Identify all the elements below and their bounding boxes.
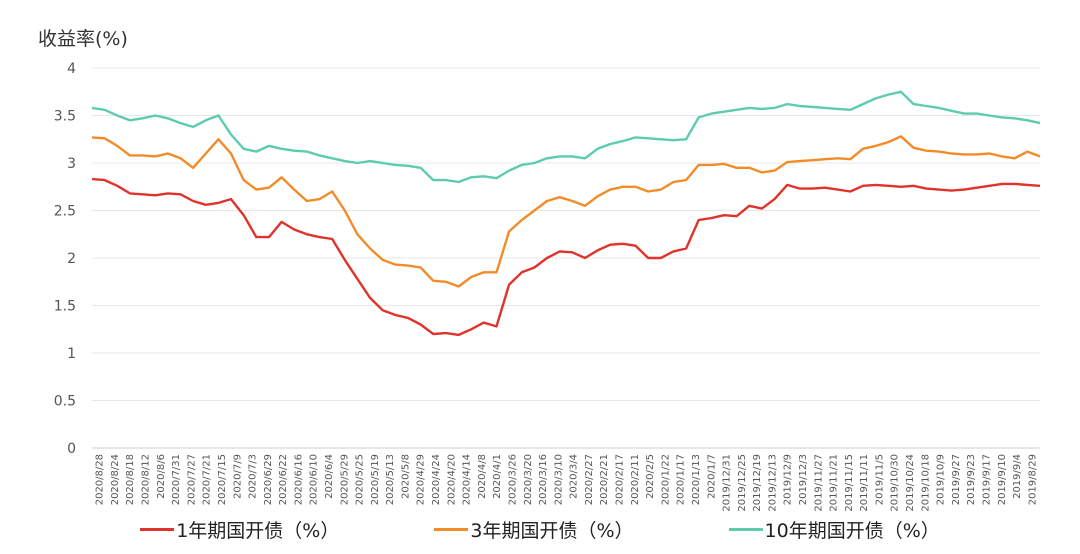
x-tick-label: 2020/1/17	[676, 454, 687, 505]
x-tick-label: 2019/9/23	[966, 454, 977, 505]
x-tick-label: 2020/1/13	[691, 454, 702, 505]
y-axis-title: 收益率(%)	[38, 28, 128, 50]
legend: 1年期国开债（%） 3年期国开债（%） 10年期国开债（%）	[0, 516, 1080, 543]
y-tick-label: 4	[67, 61, 76, 77]
series-line-2	[91, 90, 1041, 184]
x-tick-label: 2019/11/27	[813, 454, 824, 512]
legend-swatch-1y	[140, 528, 175, 531]
x-tick-label: 2019/11/11	[859, 454, 870, 512]
x-tick-label: 2020/3/26	[507, 454, 518, 505]
y-tick-label: 2.5	[54, 204, 76, 220]
y-tick-label: 1	[67, 346, 76, 362]
legend-label-3y: 3年期国开债（%）	[470, 520, 634, 542]
x-tick-label: 2019/9/10	[997, 454, 1008, 505]
x-tick-label: 2020/3/16	[538, 454, 549, 505]
x-tick-label: 2020/4/8	[477, 454, 488, 499]
x-tick-label: 2019/11/15	[844, 454, 855, 512]
legend-item-10y: 10年期国开债（%）	[728, 516, 940, 543]
x-tick-label: 2019/12/31	[722, 454, 733, 512]
x-tick-label: 2020/7/15	[217, 454, 228, 505]
x-tick-label: 2020/8/6	[156, 454, 167, 499]
y-tick-label: 0.5	[54, 394, 76, 410]
y-tick-label: 3	[67, 156, 76, 172]
x-tick-label: 2020/4/24	[431, 454, 442, 505]
x-tick-label: 2020/2/17	[615, 454, 626, 505]
x-tick-label: 2019/10/30	[890, 454, 901, 512]
x-tick-label: 2019/12/19	[752, 454, 763, 512]
x-tick-label: 2020/6/10	[309, 454, 320, 505]
series-line-1	[91, 135, 1041, 288]
legend-item-1y: 1年期国开债（%）	[140, 516, 339, 543]
y-tick-label: 1.5	[54, 299, 76, 315]
x-tick-label: 2020/3/20	[523, 454, 534, 505]
x-tick-label: 2020/6/16	[293, 454, 304, 505]
x-tick-label: 2020/7/21	[202, 454, 213, 505]
x-tick-label: 2020/4/1	[492, 454, 503, 499]
x-tick-label: 2019/12/25	[737, 454, 748, 512]
x-tick-label: 2020/2/27	[584, 454, 595, 505]
x-tick-label: 2020/7/3	[248, 454, 259, 499]
x-tick-label: 2019/12/9	[783, 454, 794, 505]
x-tick-label: 2020/1/22	[660, 454, 671, 505]
x-tick-label: 2020/3/10	[553, 454, 564, 505]
legend-swatch-10y	[728, 528, 763, 531]
x-tick-label: 2020/6/29	[263, 454, 274, 505]
x-tick-label: 2020/7/9	[232, 454, 243, 499]
x-tick-label: 2019/12/3	[798, 454, 809, 505]
x-tick-label: 2020/8/24	[110, 454, 121, 505]
y-tick-label: 0	[67, 441, 76, 457]
x-tick-label: 2020/5/29	[339, 454, 350, 505]
x-tick-label: 2020/8/18	[125, 454, 136, 505]
x-tick-label: 2020/5/19	[370, 454, 381, 505]
x-tick-label: 2020/8/12	[141, 454, 152, 505]
x-tick-label: 2019/9/27	[951, 454, 962, 505]
x-tick-label: 2020/2/5	[645, 454, 656, 499]
y-tick-label: 2	[67, 251, 76, 267]
x-tick-label: 2019/11/5	[874, 454, 885, 505]
x-tick-label: 2020/5/13	[385, 454, 396, 505]
x-tick-label: 2019/12/13	[767, 454, 778, 512]
x-tick-label: 2020/5/25	[355, 454, 366, 505]
legend-label-1y: 1年期国开债（%）	[176, 520, 340, 542]
x-tick-label: 2020/4/20	[446, 454, 457, 505]
x-tick-label: 2020/6/4	[324, 454, 335, 499]
x-tick-label: 2019/10/18	[920, 454, 931, 512]
x-tick-label: 2020/5/8	[400, 454, 411, 499]
x-tick-label: 2020/4/29	[416, 454, 427, 505]
x-tick-label: 2020/8/28	[95, 454, 106, 505]
x-tick-label: 2020/7/27	[186, 454, 197, 505]
series-line-0	[91, 177, 1041, 337]
x-tick-label: 2020/7/31	[171, 454, 182, 505]
x-tick-label: 2020/3/4	[569, 454, 580, 499]
x-tick-label: 2020/6/22	[278, 454, 289, 505]
x-tick-label: 2019/8/29	[1027, 454, 1038, 505]
x-tick-label: 2019/9/4	[1012, 454, 1023, 499]
x-tick-label: 2019/10/24	[905, 454, 916, 512]
x-tick-label: 2019/9/17	[981, 454, 992, 505]
legend-swatch-3y	[434, 528, 469, 531]
x-tick-label: 2020/1/7	[706, 454, 717, 499]
x-tick-label: 2020/2/21	[599, 454, 610, 505]
legend-label-10y: 10年期国开债（%）	[764, 520, 940, 542]
x-tick-label: 2020/4/14	[462, 454, 473, 505]
x-tick-label: 2019/10/9	[936, 454, 947, 505]
legend-item-3y: 3年期国开债（%）	[434, 516, 634, 543]
y-tick-label: 3.5	[54, 109, 76, 125]
x-tick-label: 2020/2/11	[630, 454, 641, 505]
x-tick-label: 2019/11/21	[829, 454, 840, 512]
